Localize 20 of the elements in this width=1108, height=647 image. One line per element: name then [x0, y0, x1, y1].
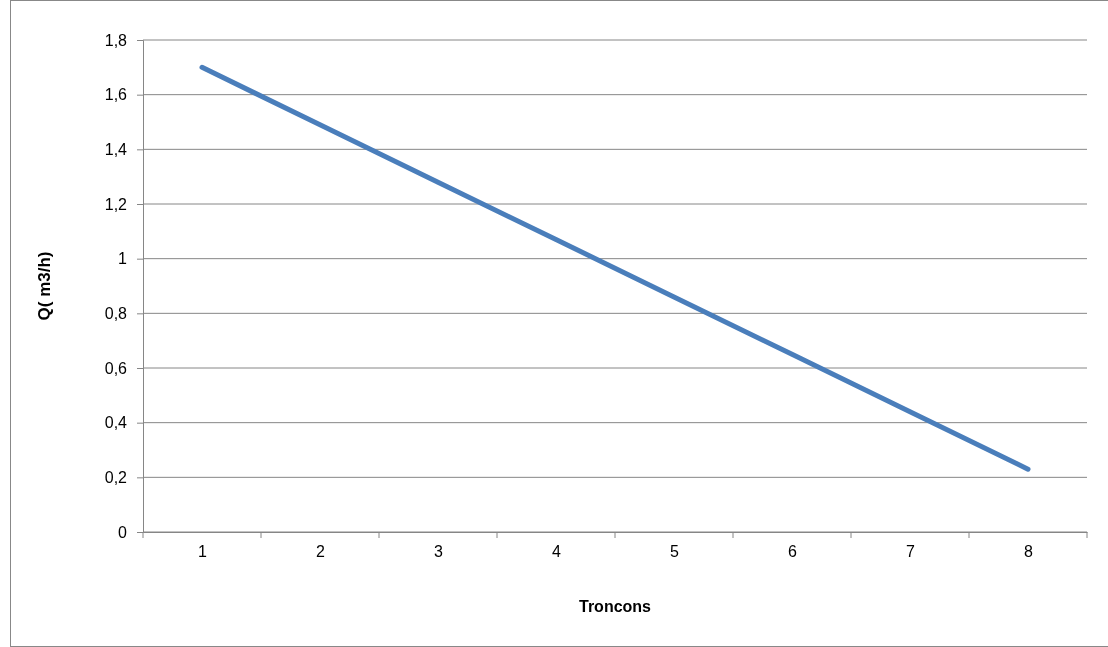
y-tick-label: 0	[118, 523, 128, 541]
x-tick-label: 1	[198, 543, 208, 561]
x-tick-label: 6	[788, 543, 798, 561]
y-tick-label: 0,6	[104, 359, 128, 377]
y-tick-label: 0,4	[104, 414, 128, 432]
x-tick-label: 7	[906, 543, 916, 561]
y-tick-label: 1,8	[104, 31, 128, 49]
y-tick-label: 0,2	[104, 468, 128, 486]
y-tick-label: 1	[118, 250, 128, 268]
x-tick-label: 5	[670, 543, 680, 561]
y-tick-label: 1,4	[104, 140, 128, 158]
y-tick-label: 1,6	[104, 86, 128, 104]
x-tick-label: 3	[434, 543, 444, 561]
y-tick-label: 0,8	[104, 304, 128, 322]
x-tick-label: 4	[552, 543, 562, 561]
x-axis-title: Troncons	[578, 598, 652, 615]
x-tick-label: 8	[1024, 543, 1034, 561]
y-axis-title: Q( m3/h)	[35, 251, 54, 321]
x-tick-label: 2	[316, 543, 326, 561]
y-tick-label: 1,2	[104, 195, 128, 213]
